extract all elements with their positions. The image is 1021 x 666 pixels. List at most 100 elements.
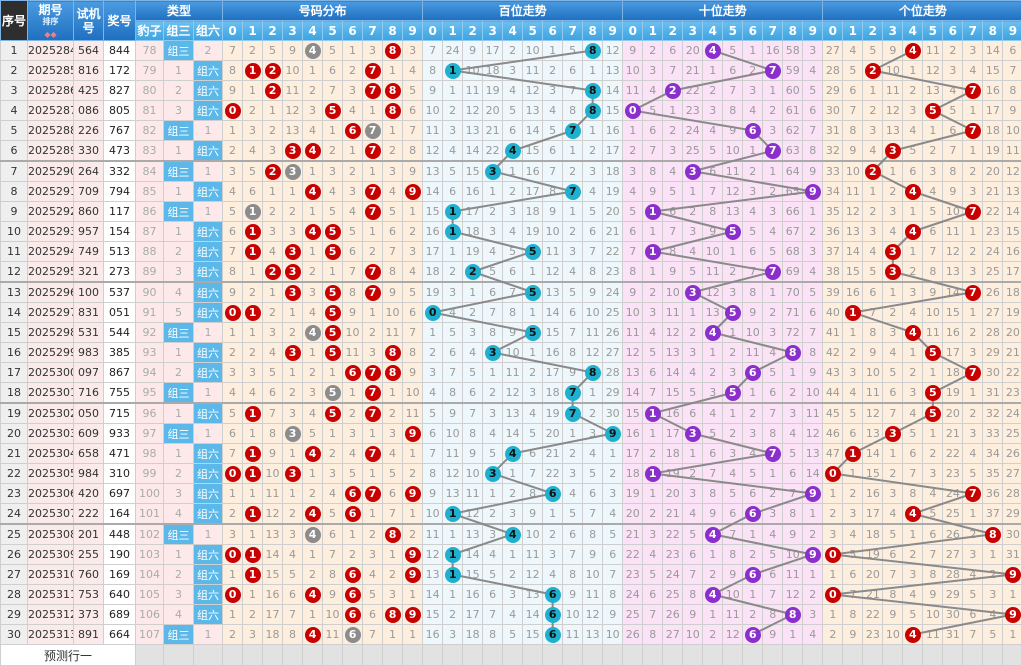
predict-cell[interactable] xyxy=(883,645,903,666)
dist-ball: 1 xyxy=(245,305,261,321)
ge-ball: 2 xyxy=(865,63,881,79)
predict-cell[interactable] xyxy=(763,645,783,666)
dist-omission: 7 xyxy=(223,41,243,61)
predict-cell[interactable] xyxy=(343,645,363,666)
predict-cell[interactable] xyxy=(423,645,443,666)
dist-omission: 3 xyxy=(263,323,283,343)
row-issue: 2025299 xyxy=(28,343,74,363)
predict-cell[interactable] xyxy=(963,645,983,666)
row-test-number: 100 xyxy=(74,282,104,303)
predict-cell[interactable] xyxy=(743,645,763,666)
predict-cell[interactable] xyxy=(263,645,283,666)
bai-omission: 13 xyxy=(603,61,623,81)
dist-omission: 4 xyxy=(323,484,343,504)
shi-omission: 4 xyxy=(663,161,683,182)
predict-cell[interactable] xyxy=(583,645,603,666)
predict-cell[interactable] xyxy=(863,645,883,666)
predict-cell[interactable] xyxy=(703,645,723,666)
predict-cell[interactable] xyxy=(663,645,683,666)
predict-cell[interactable] xyxy=(503,645,523,666)
bai-omission: 8 xyxy=(443,383,463,404)
predict-cell[interactable] xyxy=(723,645,743,666)
predict-cell[interactable] xyxy=(403,645,423,666)
predict-cell[interactable] xyxy=(463,645,483,666)
ge-omission: 15 xyxy=(843,262,863,283)
type-group6-badge: 组六 xyxy=(194,444,223,464)
shi-omission: 4 xyxy=(803,61,823,81)
dist-omission: 1 xyxy=(323,262,343,283)
bai-omission: 21 xyxy=(483,121,503,141)
bai-omission: 3 xyxy=(503,61,523,81)
predict-cell[interactable] xyxy=(803,645,823,666)
dist-omission: 12 xyxy=(283,101,303,121)
dist-omission: 1 xyxy=(243,484,263,504)
predict-cell[interactable] xyxy=(483,645,503,666)
bai-omission: 8 xyxy=(583,524,603,545)
shi-omission: 13 xyxy=(623,363,643,383)
predict-cell[interactable] xyxy=(563,645,583,666)
dist-hit-cell: 2 xyxy=(263,262,283,283)
predict-cell[interactable] xyxy=(643,645,663,666)
ge-omission: 1 xyxy=(903,343,923,363)
dist-omission: 4 xyxy=(263,242,283,262)
predict-cell[interactable] xyxy=(243,645,263,666)
predict-cell[interactable] xyxy=(983,645,1003,666)
shi-ball: 3 xyxy=(685,426,701,442)
row-seq: 21 xyxy=(1,444,28,464)
dist-omission: 7 xyxy=(363,625,383,645)
predict-cell[interactable] xyxy=(903,645,923,666)
ge-omission: 5 xyxy=(923,504,943,525)
predict-cell[interactable] xyxy=(923,645,943,666)
ge-omission: 11 xyxy=(1003,141,1021,162)
predict-cell[interactable] xyxy=(623,645,643,666)
bai-omission: 1 xyxy=(483,182,503,202)
ge-omission: 1 xyxy=(823,565,843,585)
bai-hit-cell: 7 xyxy=(563,121,583,141)
dist-omission: 5 xyxy=(323,202,343,222)
shi-omission: 5 xyxy=(803,282,823,303)
predict-cell[interactable] xyxy=(223,645,243,666)
ge-omission: 13 xyxy=(923,81,943,101)
dist-hit-cell: 4 xyxy=(303,41,323,61)
sort-label[interactable]: 排序 xyxy=(28,18,73,26)
predict-cell[interactable] xyxy=(843,645,863,666)
predict-cell[interactable] xyxy=(363,645,383,666)
predict-cell[interactable] xyxy=(303,645,323,666)
ge-omission: 18 xyxy=(863,524,883,545)
dist-ball: 0 xyxy=(225,305,241,321)
dist-hit-cell: 3 xyxy=(283,141,303,162)
predict-cell[interactable] xyxy=(136,645,164,666)
dist-omission: 4 xyxy=(343,444,363,464)
predict-cell[interactable] xyxy=(523,645,543,666)
bai-omission: 10 xyxy=(423,504,443,525)
shi-ball: 1 xyxy=(645,466,661,482)
predict-cell[interactable] xyxy=(323,645,343,666)
predict-cell[interactable] xyxy=(543,645,563,666)
row-draw-number: 190 xyxy=(104,545,136,565)
predict-cell[interactable] xyxy=(164,645,194,666)
dist-omission: 1 xyxy=(243,524,263,545)
predict-cell[interactable] xyxy=(1003,645,1021,666)
dist-ball: 5 xyxy=(325,345,341,361)
header-bai-digit-9: 9 xyxy=(603,21,623,41)
predict-cell[interactable] xyxy=(283,645,303,666)
predict-cell[interactable] xyxy=(943,645,963,666)
predict-cell[interactable] xyxy=(683,645,703,666)
ge-omission: 13 xyxy=(943,262,963,283)
bai-omission: 4 xyxy=(563,484,583,504)
type-group3-omission: 3 xyxy=(164,484,194,504)
predict-cell[interactable] xyxy=(443,645,463,666)
bai-omission: 27 xyxy=(603,343,623,363)
type-leopard-omission: 81 xyxy=(136,101,164,121)
header-issue-sort[interactable]: 期号 排序 ◆◆ xyxy=(28,1,74,41)
predict-cell[interactable] xyxy=(823,645,843,666)
predict-cell[interactable] xyxy=(383,645,403,666)
predict-cell[interactable] xyxy=(603,645,623,666)
row-test-number: 609 xyxy=(74,424,104,444)
predict-cell[interactable] xyxy=(783,645,803,666)
sort-arrows-icon[interactable]: ◆◆ xyxy=(44,30,56,39)
dist-ball: 1 xyxy=(245,446,261,462)
predict-cell[interactable] xyxy=(194,645,223,666)
ge-omission: 7 xyxy=(903,464,923,484)
